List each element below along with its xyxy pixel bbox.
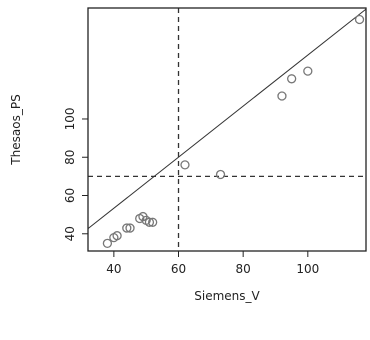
data-point [180,160,190,170]
plot-layer [88,8,366,251]
data-point [303,66,313,76]
y-axis-title: Thesaos_PS [9,94,23,165]
data-point [215,169,226,180]
data-point [148,217,158,227]
data-point [277,91,287,101]
data-point [144,217,155,227]
y-tick-label: 80 [63,150,77,165]
x-axis-title: Siemens_V [194,289,260,303]
y-tick-label: 60 [63,188,77,203]
plot-frame [87,7,367,252]
plot-area [88,8,366,251]
x-tick-label: 40 [106,262,121,276]
axis-layer: 40 60 80 100 40 60 80 100 [63,7,367,276]
y-tick-label: 40 [63,226,77,241]
y-tick-label: 100 [63,108,77,131]
fit-line [88,8,366,230]
data-point [354,14,365,25]
x-tick-label: 60 [171,262,186,276]
x-tick-label: 100 [296,262,319,276]
data-point [122,223,132,233]
data-point [112,231,122,241]
data-point [102,238,113,248]
data-point [125,223,135,233]
x-tick-label: 80 [236,262,251,276]
data-point [287,74,297,84]
